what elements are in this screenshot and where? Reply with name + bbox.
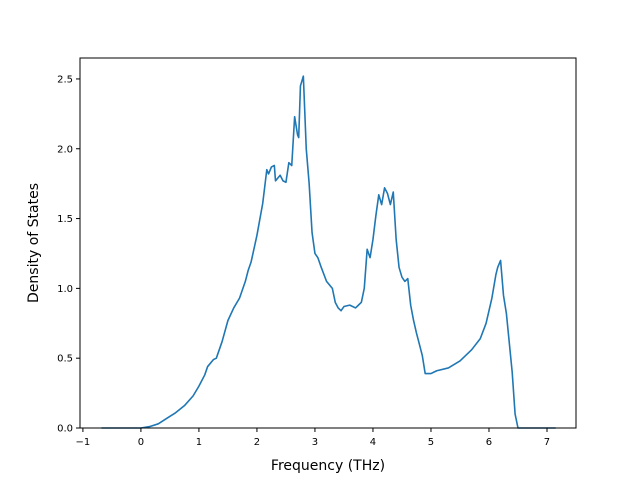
y-tick-label: 1.5 bbox=[57, 214, 73, 225]
x-tick-label: 2 bbox=[254, 437, 260, 448]
y-tick-label: 2.0 bbox=[57, 144, 73, 155]
x-tick-label: 4 bbox=[370, 437, 376, 448]
y-axis-ticks: 0.0 0.5 1.0 1.5 2.0 2.5 bbox=[57, 74, 80, 435]
plot-area bbox=[101, 75, 556, 429]
x-tick-label: 0 bbox=[138, 437, 144, 448]
y-tick-label: 2.5 bbox=[57, 74, 73, 85]
y-tick-label: 1.0 bbox=[57, 284, 73, 295]
x-tick-label: −1 bbox=[76, 437, 91, 448]
x-tick-label: 5 bbox=[428, 437, 434, 448]
x-tick-label: 7 bbox=[544, 437, 550, 448]
x-axis-ticks: −1 0 1 2 3 4 5 6 7 bbox=[76, 428, 550, 448]
x-axis-label: Frequency (THz) bbox=[271, 458, 385, 474]
y-tick-label: 0.5 bbox=[57, 354, 73, 365]
x-tick-label: 3 bbox=[312, 437, 318, 448]
axes-frame bbox=[79, 57, 577, 429]
y-tick-label: 0.0 bbox=[57, 424, 73, 435]
x-tick-label: 6 bbox=[486, 437, 492, 448]
x-tick-label: 1 bbox=[196, 437, 202, 448]
y-axis-label: Density of States bbox=[26, 183, 42, 303]
series-line-0 bbox=[101, 75, 556, 429]
